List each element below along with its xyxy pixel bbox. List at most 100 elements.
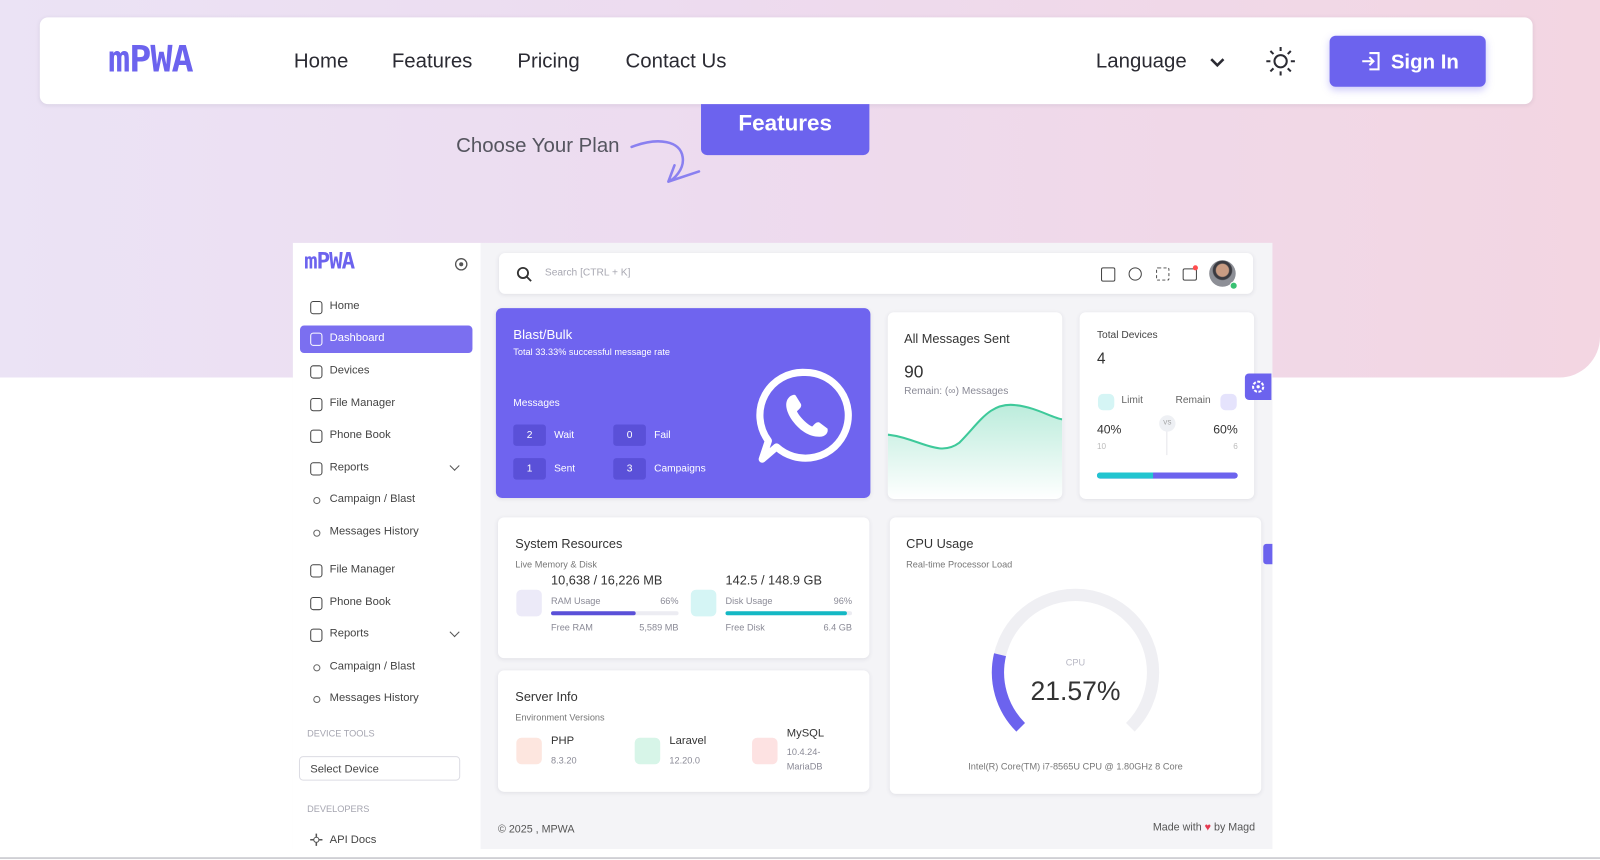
disk-fill [725,611,847,616]
sidebar-item[interactable]: File Manager [329,563,396,576]
disk-icon [690,589,717,617]
nav-link[interactable]: Contact Us [625,49,727,73]
sidebar: mPWA DEVICE TOOLS Select Device DEVELOPE… [292,242,481,849]
collapse-icon[interactable] [454,257,468,271]
sidebar-item[interactable]: Campaign / Blast [329,492,416,506]
api-icon [310,833,323,846]
stat-badge: 2 [513,424,546,446]
php-icon [516,737,542,765]
sidebar-item[interactable]: Devices [329,364,370,377]
select-device[interactable]: Select Device [298,756,461,781]
disk-percent: 96% [833,595,853,607]
sign-in-icon [1362,52,1380,71]
free-disk-label: Free Disk [725,622,765,633]
active-highlight [299,325,473,354]
cpu-value: 21.57% [1030,675,1121,707]
section-label: DEVICE TOOLS [307,728,375,739]
sidebar-logo: mPWA [304,248,355,275]
settings-tab[interactable] [1244,373,1272,400]
ram-amount: 10,638 / 16,226 MB [551,573,663,588]
server-version: 12.20.0 [669,755,701,766]
vs-badge: VS [1159,415,1176,432]
limit-fill [1096,472,1154,479]
copyright: © 2025 , MPWA [497,823,575,836]
laravel-icon [634,737,661,765]
made-with: Made with ♥ by Magd [1153,822,1255,833]
heart-icon: ♥ [1204,821,1212,834]
theme-toggle[interactable] [1265,46,1296,77]
sidebar-item[interactable]: Messages History [329,525,419,538]
sign-in-label: Sign In [1390,51,1459,74]
server-version: 10.4.24- [786,746,821,758]
ram-percent: 66% [660,595,679,607]
device-bar [1096,472,1238,479]
side-tab[interactable] [1263,543,1273,565]
made-with-text: Made with [1152,821,1202,834]
sign-in-button[interactable]: Sign In [1329,35,1486,87]
toolbar-icon[interactable] [1182,268,1197,281]
ram-fill [551,611,636,616]
system-card: System Resources Live Memory & Disk 10,6… [497,517,870,659]
ram-track [551,611,679,616]
card-subtitle: Live Memory & Disk [515,559,597,570]
sub-item-bullet [313,664,321,672]
card-title: System Resources [515,536,623,552]
card-title: CPU Usage [906,536,974,552]
toolbar-icon[interactable] [1128,267,1142,281]
card-title: All Messages Sent [904,331,1010,346]
messages-label: Messages [513,397,560,410]
menu-icon [310,397,323,412]
chevron-icon [449,627,460,638]
whatsapp-icon [756,368,852,463]
sidebar-item[interactable]: Reports [329,627,369,640]
server-name: Laravel [669,734,707,747]
sidebar-item[interactable]: Phone Book [329,428,391,441]
sparkline [887,403,1063,499]
stat-badge: 0 [613,424,646,446]
processor: Intel(R) Core(TM) i7-8565U CPU @ 1.80GHz… [968,761,1183,772]
stat-value: 90 [904,362,924,382]
free-disk: 6.4 GB [823,622,853,633]
toolbar-icon[interactable] [1101,267,1116,282]
limit-count: 10 [1096,441,1107,452]
bottom-line [0,857,1600,860]
logo[interactable]: mPWA [108,38,193,81]
remain-icon [1220,393,1237,411]
sidebar-item[interactable]: Reports [329,461,369,474]
menu-icon [310,301,323,315]
remain-label: Remain: (∞) Messages [904,385,1009,397]
nav-link[interactable]: Features [391,49,473,73]
nav-link[interactable]: Home [293,49,349,73]
sidebar-item[interactable]: Dashboard [329,331,385,344]
limit-label: Limit [1121,394,1143,407]
sidebar-item[interactable]: API Docs [329,833,377,846]
gauge-label: CPU [1065,657,1086,668]
server-version: 8.3.20 [551,755,577,766]
gauge-fill [991,653,1026,732]
cpu-card: CPU Usage Real-time Processor Load CPU 2… [889,517,1262,794]
sidebar-item[interactable]: Campaign / Blast [329,660,416,673]
dashboard-preview: mPWA DEVICE TOOLS Select Device DEVELOPE… [292,242,1273,849]
stat-label: Campaigns [654,463,706,475]
toolbar-icon[interactable] [1156,267,1170,281]
nav-link[interactable]: Pricing [517,49,580,73]
server-card: Server Info Environment Versions PHP 8.3… [497,670,870,792]
remain-percent: 60% [1213,422,1238,437]
sidebar-item[interactable]: File Manager [329,396,396,410]
mysql-icon [752,737,778,765]
features-button[interactable]: Features [701,104,870,156]
limit-icon [1097,393,1115,411]
sidebar-item[interactable]: Messages History [329,691,419,705]
free-ram-label: Free RAM [551,622,593,633]
stat-label: Fail [654,429,671,441]
search-placeholder[interactable]: Search [CTRL + K] [544,267,631,279]
menu-icon [310,365,323,379]
chevron-icon[interactable] [1209,56,1225,68]
sidebar-item[interactable]: Home [329,299,360,313]
language-select[interactable]: Language [1095,49,1187,73]
sidebar-item[interactable]: Phone Book [329,595,391,609]
vs-divider [1166,424,1168,456]
devices-card: Total Devices 4 Limit Remain 40% 60% 10 … [1079,312,1255,499]
cpu-gauge [991,588,1160,732]
